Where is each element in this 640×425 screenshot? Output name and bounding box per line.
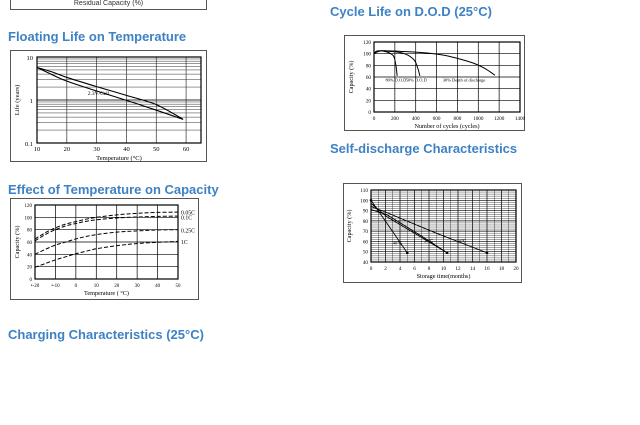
svg-text:10: 10: [27, 55, 34, 62]
svg-text:20: 20: [64, 146, 70, 153]
svg-text:1400: 1400: [515, 116, 526, 122]
svg-text:800: 800: [454, 116, 462, 122]
svg-text:110: 110: [360, 188, 368, 194]
svg-text:1C: 1C: [181, 240, 188, 246]
svg-text:70: 70: [363, 229, 369, 235]
svg-text:60: 60: [366, 75, 372, 81]
svg-text:60: 60: [363, 239, 369, 245]
svg-text:20: 20: [366, 98, 372, 104]
svg-text:40: 40: [366, 87, 372, 93]
svg-text:10: 10: [441, 266, 447, 272]
svg-text:1200: 1200: [494, 116, 505, 122]
svg-text:60: 60: [27, 241, 33, 246]
svg-text:40: 40: [27, 253, 33, 258]
svg-text:Capacity (%): Capacity (%): [14, 226, 21, 259]
svg-text:8: 8: [428, 266, 431, 272]
svg-text:2: 2: [384, 266, 387, 272]
svg-text:40: 40: [123, 146, 130, 153]
svg-text:120: 120: [25, 204, 33, 209]
svg-text:18: 18: [499, 266, 505, 272]
svg-text:10: 10: [94, 284, 100, 289]
svg-text:60: 60: [183, 146, 190, 153]
svg-text:80: 80: [366, 63, 372, 69]
svg-text:30% Depth of discharge: 30% Depth of discharge: [443, 78, 486, 83]
svg-text:120: 120: [363, 40, 371, 46]
svg-text:Life (years): Life (years): [14, 85, 21, 116]
svg-text:600: 600: [433, 116, 441, 122]
svg-text:0: 0: [373, 116, 376, 122]
svg-text:•-20: •-20: [31, 284, 40, 289]
svg-text:50: 50: [153, 146, 160, 153]
svg-text:Temperature (°C): Temperature (°C): [96, 155, 142, 162]
svg-text:0: 0: [30, 278, 33, 283]
svg-text:1000: 1000: [473, 116, 484, 122]
svg-text:90: 90: [363, 209, 369, 215]
svg-text:4: 4: [399, 266, 402, 272]
svg-text:200: 200: [391, 116, 399, 122]
svg-text:0.1: 0.1: [25, 141, 33, 148]
svg-text:80: 80: [27, 229, 33, 234]
svg-text:Number of cycles (cycles): Number of cycles (cycles): [414, 123, 479, 130]
svg-text:Capacity (%): Capacity (%): [348, 61, 355, 94]
svg-text:1: 1: [30, 98, 33, 105]
svg-text:100: 100: [360, 198, 368, 204]
svg-text:30: 30: [135, 284, 141, 289]
svg-text:12: 12: [455, 266, 461, 272]
svg-text:400: 400: [412, 116, 420, 122]
svg-text:30: 30: [93, 146, 100, 153]
svg-text:6: 6: [413, 266, 416, 272]
svg-text:0: 0: [370, 266, 373, 272]
svg-text:40: 40: [363, 260, 369, 266]
svg-text:10: 10: [34, 146, 41, 153]
svg-text:100: 100: [363, 52, 371, 58]
svg-text:2.3V/Cell: 2.3V/Cell: [88, 91, 110, 97]
svg-text:30℃: 30℃: [424, 238, 433, 243]
svg-text:50% D.O.D: 50% D.O.D: [406, 78, 427, 83]
svg-text:14: 14: [470, 266, 476, 272]
svg-text:20: 20: [513, 266, 519, 272]
svg-text:50: 50: [176, 284, 182, 289]
svg-text:0.1C: 0.1C: [181, 215, 192, 221]
svg-text:40: 40: [155, 284, 161, 289]
svg-text:80% D.O.D: 80% D.O.D: [385, 78, 406, 83]
svg-text:0.25C: 0.25C: [181, 228, 195, 234]
svg-text:20: 20: [114, 284, 120, 289]
svg-text:80: 80: [363, 219, 369, 225]
svg-text:16: 16: [484, 266, 490, 272]
svg-text:0: 0: [368, 110, 371, 116]
svg-text:20: 20: [27, 266, 33, 271]
svg-text:100: 100: [25, 216, 33, 221]
svg-text:20℃: 20℃: [457, 238, 466, 243]
svg-text:0: 0: [75, 284, 78, 289]
svg-text:Temperature ( °C): Temperature ( °C): [84, 290, 129, 297]
svg-text:40℃: 40℃: [393, 241, 402, 246]
svg-text:50: 50: [363, 250, 369, 256]
svg-text:Storage time(months): Storage time(months): [417, 273, 471, 280]
svg-text:Capacity (%): Capacity (%): [346, 210, 353, 243]
svg-text:•-10: •-10: [51, 284, 60, 289]
